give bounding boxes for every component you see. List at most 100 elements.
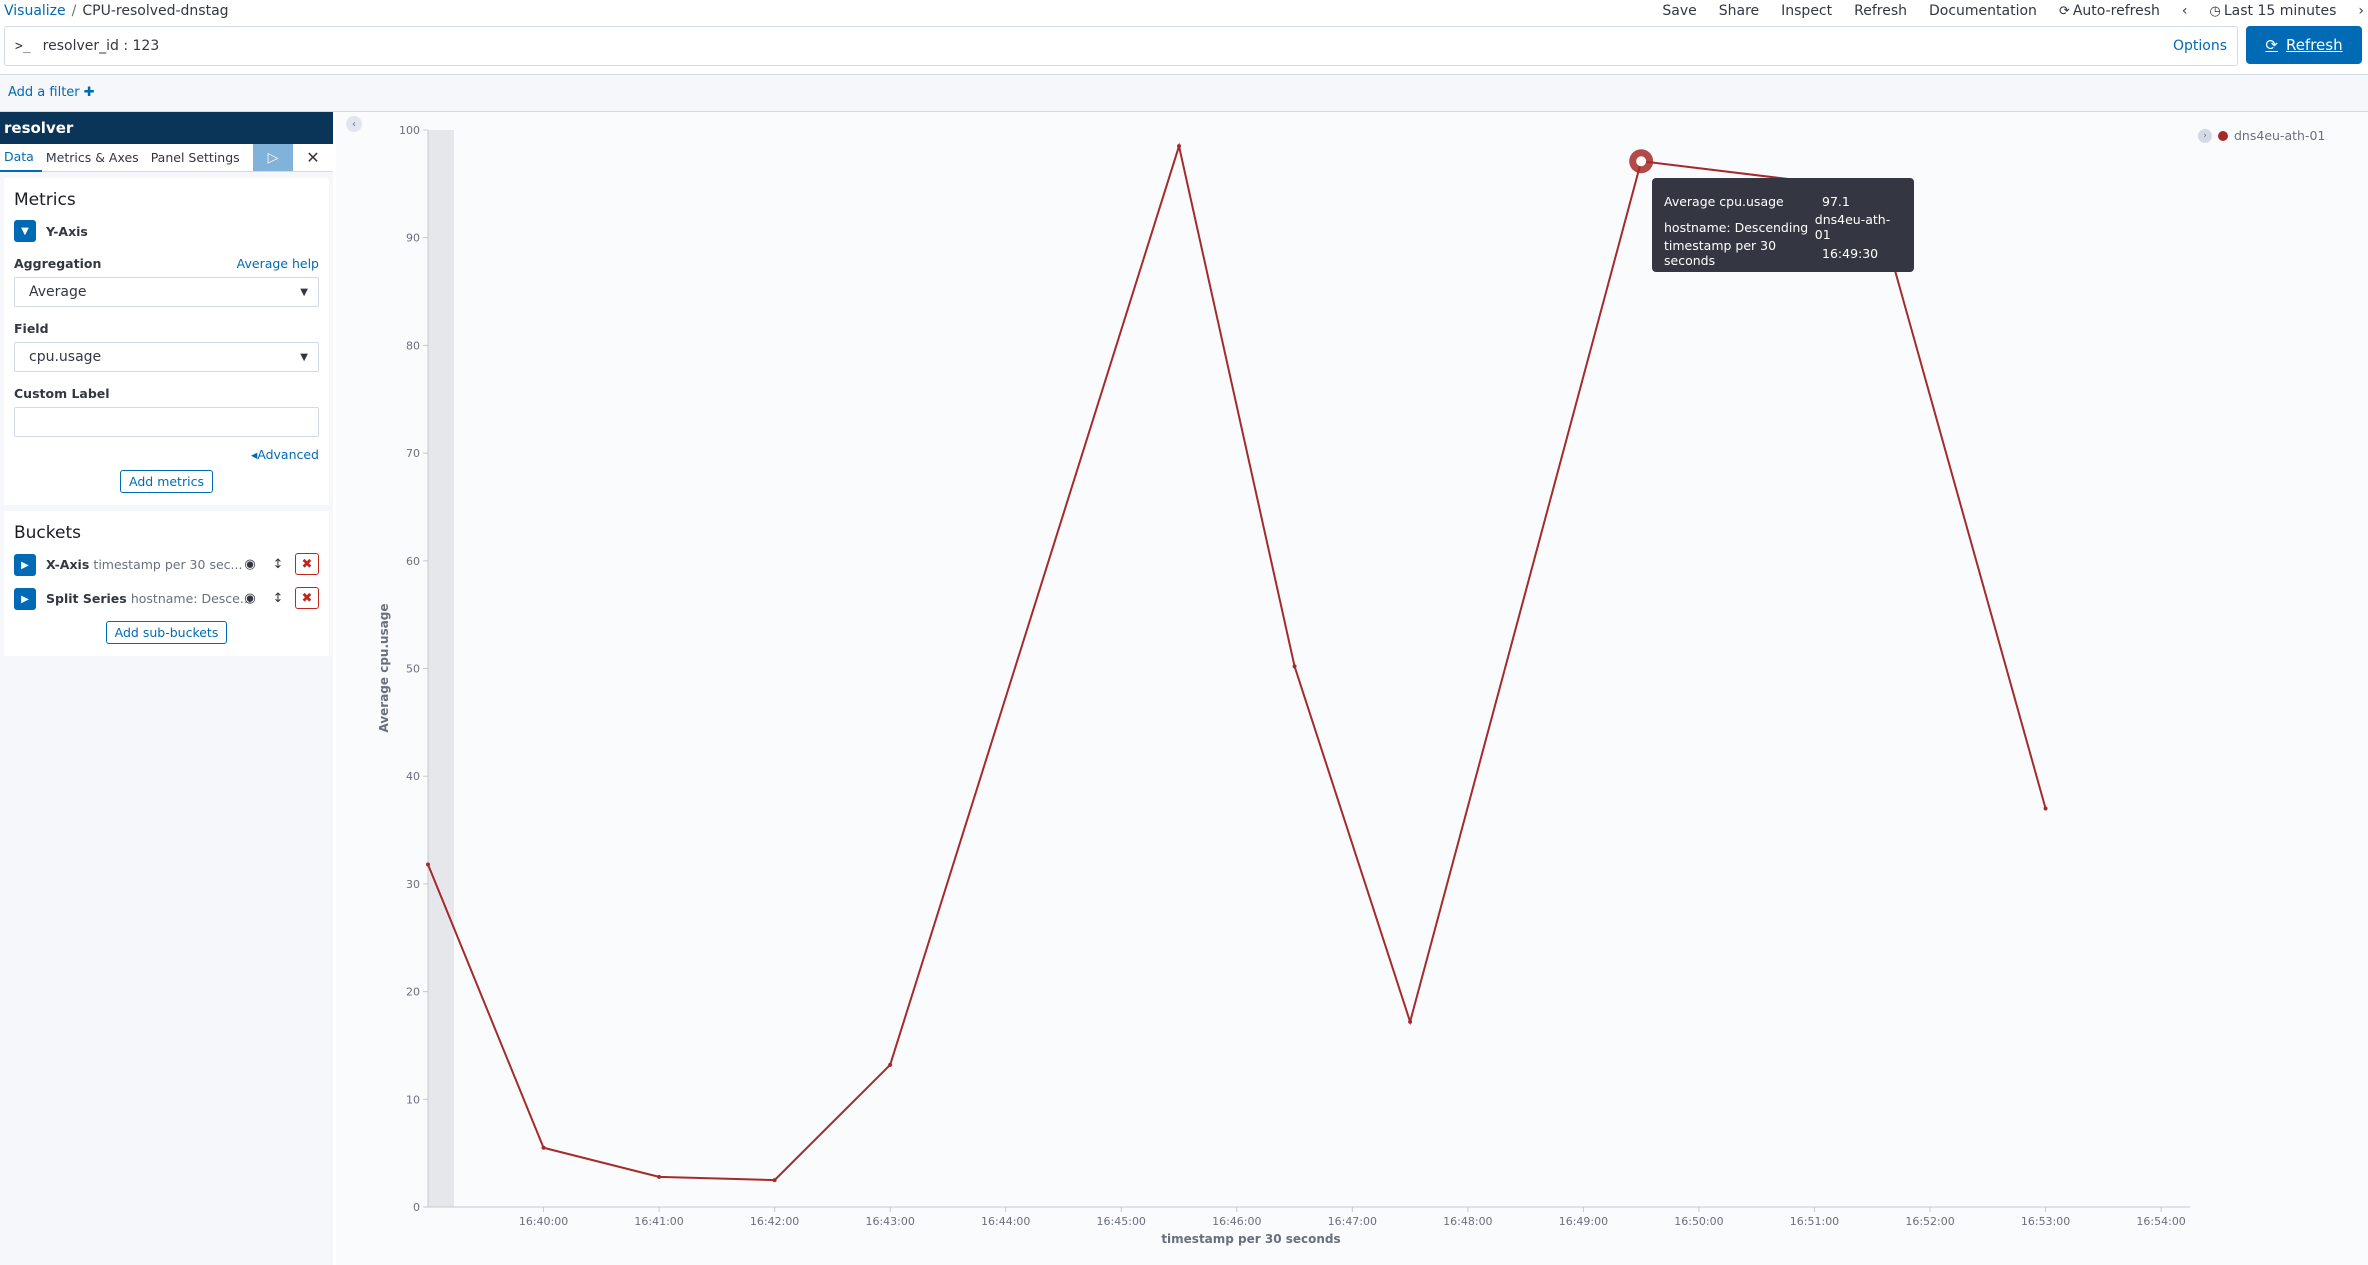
bucket-x-axis[interactable]: ▶ X-Axis timestamp per 30 sec... ◉ ↕ ✖ bbox=[14, 553, 319, 577]
editor-sidebar: resolver Data Metrics & Axes Panel Setti… bbox=[0, 112, 333, 1265]
discard-changes-button[interactable]: ✕ bbox=[300, 144, 326, 171]
bucket-description: timestamp per 30 sec... bbox=[93, 557, 243, 572]
tooltip-value: dns4eu-ath-01 bbox=[1814, 212, 1891, 242]
time-next-button[interactable]: › bbox=[2358, 3, 2364, 19]
y-tick-label: 80 bbox=[406, 339, 420, 352]
legend: › dns4eu-ath-01 bbox=[2198, 128, 2325, 143]
x-tick-label: 16:53:00 bbox=[2021, 1215, 2070, 1228]
chevron-right-icon: › bbox=[2358, 3, 2364, 19]
buckets-heading: Buckets bbox=[14, 523, 82, 543]
chevron-right-icon[interactable]: ▶ bbox=[14, 554, 36, 576]
toggle-icon[interactable]: ◉ bbox=[244, 556, 256, 572]
inspect-button[interactable]: Inspect bbox=[1781, 3, 1833, 19]
documentation-link[interactable]: Documentation bbox=[1929, 3, 2037, 19]
auto-refresh-button[interactable]: ⟳ Auto-refresh bbox=[2059, 3, 2160, 19]
data-point bbox=[1177, 144, 1182, 149]
reorder-icon[interactable]: ↕ bbox=[272, 556, 284, 572]
series-line bbox=[427, 142, 2047, 1182]
refresh-button[interactable]: ⟳ Refresh bbox=[2246, 26, 2362, 64]
index-pattern-title: resolver bbox=[0, 112, 333, 144]
x-tick-label: 16:40:00 bbox=[519, 1215, 568, 1228]
x-tick-label: 16:52:00 bbox=[1905, 1215, 1954, 1228]
data-point bbox=[772, 1178, 777, 1183]
data-point bbox=[2043, 806, 2048, 811]
tooltip-row: hostname: Descending dns4eu-ath-01 bbox=[1664, 212, 1902, 242]
caret-down-icon: ▼ bbox=[300, 286, 308, 298]
tab-data[interactable]: Data bbox=[0, 144, 42, 172]
breadcrumb-current: CPU-resolved-dnstag bbox=[82, 3, 229, 19]
aggregation-help-link[interactable]: Average help bbox=[236, 256, 319, 271]
buckets-panel: Buckets ▶ X-Axis timestamp per 30 sec...… bbox=[4, 511, 329, 656]
chevron-down-icon[interactable]: ▼ bbox=[14, 220, 36, 242]
add-sub-buckets-button[interactable]: Add sub-buckets bbox=[105, 621, 228, 644]
highlighted-point-center bbox=[1636, 156, 1647, 167]
time-previous-button[interactable]: ‹ bbox=[2182, 3, 2188, 19]
time-range-label: Last 15 minutes bbox=[2223, 3, 2337, 19]
sidebar-tabs: Data Metrics & Axes Panel Settings ▷ ✕ bbox=[0, 144, 333, 172]
filter-bar: Add a filter ✚ bbox=[0, 74, 2368, 112]
x-tick-label: 16:46:00 bbox=[1212, 1215, 1261, 1228]
bucket-name: X-Axis bbox=[46, 557, 90, 572]
legend-toggle-icon[interactable]: › bbox=[2198, 128, 2212, 143]
top-nav: Save Share Inspect Refresh Documentation… bbox=[1662, 3, 2364, 19]
refresh-link[interactable]: Refresh bbox=[1854, 3, 1907, 19]
remove-bucket-icon[interactable]: ✖ bbox=[295, 587, 319, 609]
field-select[interactable]: cpu.usage ▼ bbox=[14, 342, 319, 372]
tooltip-row: Average cpu.usage 97.1 bbox=[1664, 188, 1902, 214]
save-button[interactable]: Save bbox=[1662, 3, 1697, 19]
aggregation-label-row: Aggregation Average help bbox=[14, 256, 319, 271]
visualization-area bbox=[336, 112, 2368, 1265]
legend-color-swatch[interactable] bbox=[2218, 130, 2228, 141]
x-tick-label: 16:51:00 bbox=[1790, 1215, 1839, 1228]
collapse-sidebar-icon[interactable]: ‹ bbox=[346, 116, 362, 132]
tooltip-key: timestamp per 30 seconds bbox=[1664, 238, 1777, 268]
tooltip-key: hostname: Descending bbox=[1664, 219, 1809, 235]
custom-label-input[interactable] bbox=[14, 407, 319, 437]
refresh-button-label: Refresh bbox=[2285, 36, 2343, 54]
chevron-left-icon: ‹ bbox=[2181, 3, 2188, 19]
breadcrumb: Visualize / CPU-resolved-dnstag bbox=[4, 3, 229, 19]
x-tick-label: 16:41:00 bbox=[634, 1215, 683, 1228]
advanced-label: Advanced bbox=[257, 447, 319, 462]
y-tick-label: 90 bbox=[406, 232, 420, 245]
data-point bbox=[1408, 1019, 1413, 1024]
y-axis-agg-header[interactable]: ▼ Y-Axis bbox=[14, 220, 319, 242]
bucket-description: hostname: Desce... bbox=[130, 591, 252, 606]
y-tick-label: 10 bbox=[406, 1093, 420, 1106]
apply-changes-button[interactable]: ▷ bbox=[253, 144, 293, 171]
chevron-right-icon[interactable]: ▶ bbox=[14, 588, 36, 610]
query-bar[interactable]: >_ resolver_id : 123 Options bbox=[4, 26, 2238, 66]
tab-metrics-axes[interactable]: Metrics & Axes bbox=[45, 150, 139, 165]
reorder-icon[interactable]: ↕ bbox=[272, 590, 284, 606]
aggregation-label: Aggregation bbox=[14, 256, 102, 271]
field-label: Field bbox=[14, 321, 49, 336]
y-tick-label: 30 bbox=[406, 878, 420, 891]
x-tick-label: 16:47:00 bbox=[1328, 1215, 1377, 1228]
aggregation-select[interactable]: Average ▼ bbox=[14, 277, 319, 307]
share-button[interactable]: Share bbox=[1718, 3, 1760, 19]
add-filter-link[interactable]: Add a filter ✚ bbox=[8, 85, 95, 100]
query-options-link[interactable]: Options bbox=[2172, 38, 2227, 54]
legend-series-label[interactable]: dns4eu-ath-01 bbox=[2234, 128, 2326, 143]
bucket-split-series[interactable]: ▶ Split Series hostname: Desce... ◉ ↕ ✖ bbox=[14, 587, 319, 611]
breadcrumb-visualize-link[interactable]: Visualize bbox=[4, 3, 66, 19]
data-point bbox=[657, 1174, 662, 1179]
add-metrics-button[interactable]: Add metrics bbox=[120, 470, 213, 493]
query-input[interactable]: resolver_id : 123 bbox=[42, 38, 160, 54]
advanced-toggle[interactable]: ◂Advanced bbox=[14, 447, 319, 462]
tooltip-row: timestamp per 30 seconds 16:49:30 bbox=[1664, 238, 1902, 268]
toggle-icon[interactable]: ◉ bbox=[244, 590, 256, 606]
y-tick-label: 60 bbox=[406, 555, 420, 568]
tab-panel-settings[interactable]: Panel Settings bbox=[150, 150, 240, 165]
tooltip-value: 16:49:30 bbox=[1822, 245, 1879, 261]
time-picker[interactable]: ◷ Last 15 minutes bbox=[2210, 3, 2337, 19]
field-label-row: Field bbox=[14, 321, 319, 336]
top-bar: Visualize / CPU-resolved-dnstag Save Sha… bbox=[0, 0, 2368, 22]
y-tick-label: 20 bbox=[406, 986, 420, 999]
metrics-panel: Metrics ▼ Y-Axis Aggregation Average hel… bbox=[4, 178, 329, 505]
caret-down-icon: ▼ bbox=[300, 351, 308, 363]
auto-refresh-label: Auto-refresh bbox=[2072, 3, 2160, 19]
remove-bucket-icon[interactable]: ✖ bbox=[295, 553, 319, 575]
data-point bbox=[888, 1062, 893, 1067]
metrics-heading: Metrics bbox=[14, 190, 76, 210]
